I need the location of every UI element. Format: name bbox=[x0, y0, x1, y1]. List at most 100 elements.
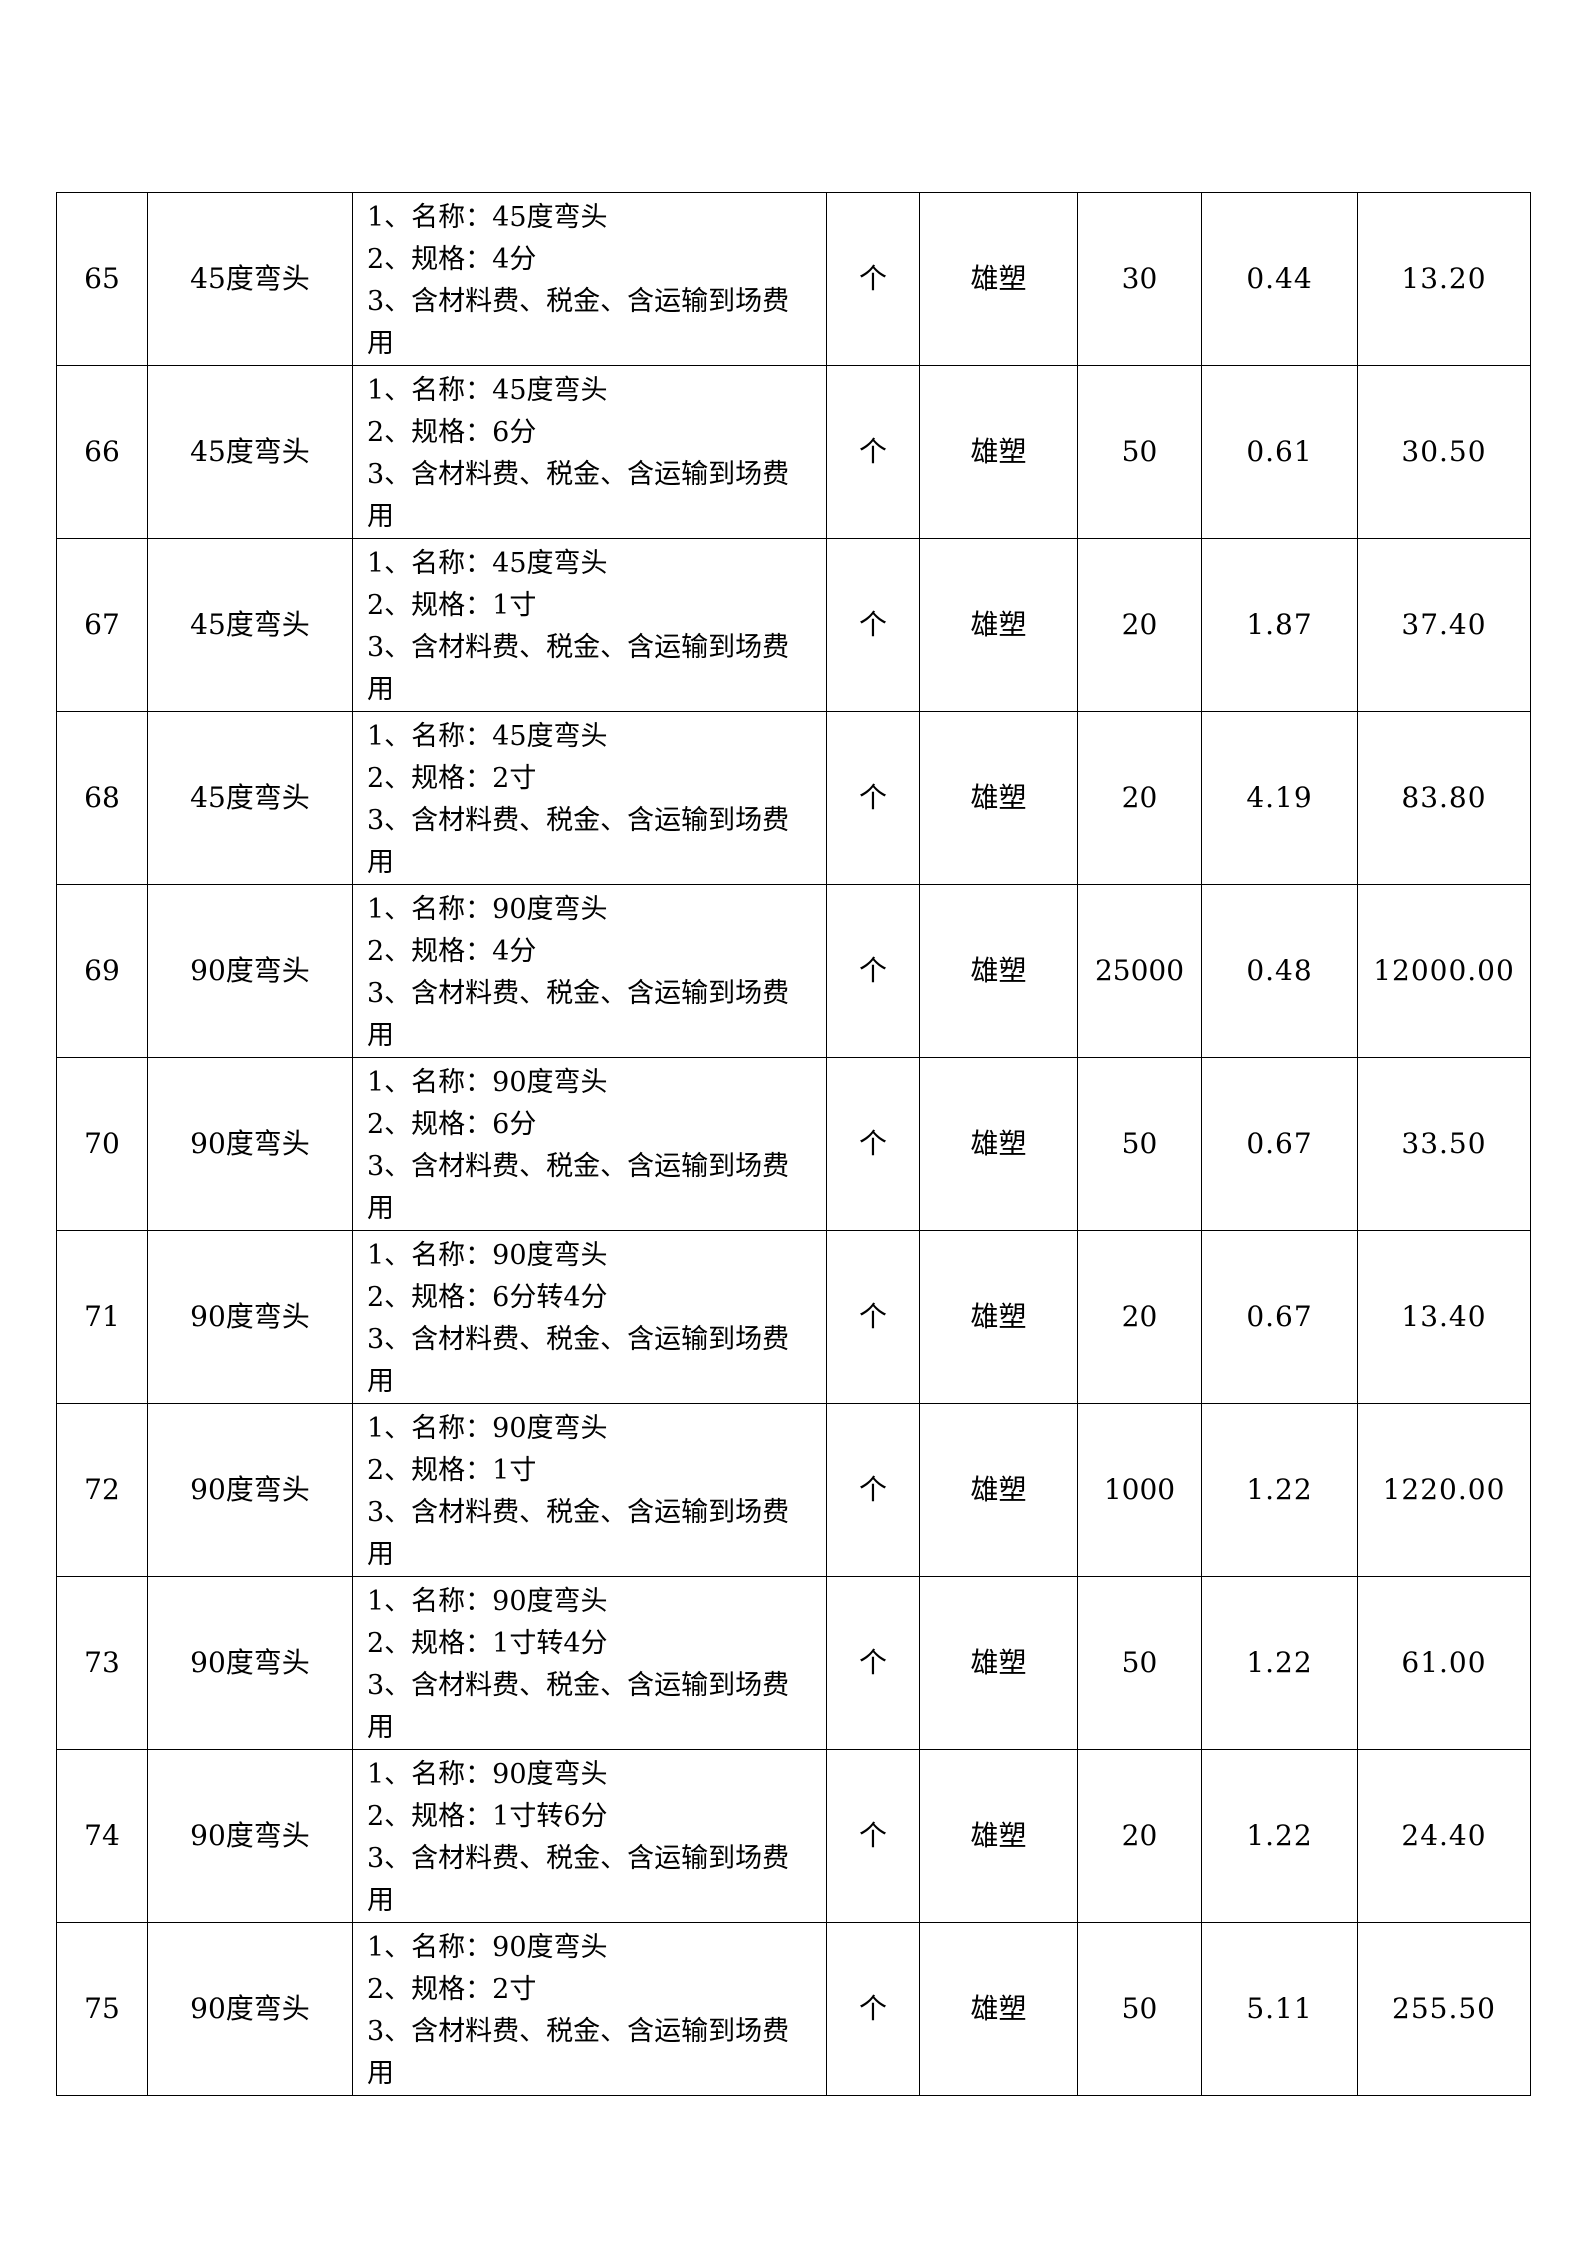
description-line: 用 bbox=[367, 1712, 394, 1743]
description-line: 用 bbox=[367, 847, 394, 878]
description-line: 3、含材料费、税金、含运输到场费 bbox=[367, 805, 790, 836]
description-line: 2、规格：2寸 bbox=[367, 763, 537, 794]
item-description-cell: 1、名称：45度弯头 2、规格：4分 3、含材料费、税金、含运输到场费用 bbox=[352, 192, 827, 366]
item-unit-cell: 个 bbox=[826, 1576, 920, 1750]
item-brand-cell: 雄塑 bbox=[919, 1403, 1078, 1577]
item-unit-cell: 个 bbox=[826, 884, 920, 1058]
table-row: 69 90度弯头 1、名称：90度弯头 2、规格：4分 3、含材料费、税金、含运输到场费… bbox=[56, 884, 1531, 1058]
description-line: 用 bbox=[367, 1366, 394, 1397]
description-line: 1、名称：90度弯头 bbox=[367, 894, 608, 925]
bill-of-quantities-table: 65 45度弯头 1、名称：45度弯头 2、规格：4分 3、含材料费、税金、含运输到场费… bbox=[56, 192, 1531, 2096]
item-brand-cell: 雄塑 bbox=[919, 884, 1078, 1058]
description-line: 3、含材料费、税金、含运输到场费 bbox=[367, 1497, 790, 1528]
item-unit-price-cell: 1.22 bbox=[1201, 1403, 1358, 1577]
item-number-cell: 73 bbox=[56, 1576, 148, 1750]
description-line: 1、名称：45度弯头 bbox=[367, 202, 608, 233]
item-unit-cell: 个 bbox=[826, 192, 920, 366]
description-line: 用 bbox=[367, 1539, 394, 1570]
item-total-cell: 37.40 bbox=[1357, 538, 1531, 712]
item-description-cell: 1、名称：90度弯头 2、规格：4分 3、含材料费、税金、含运输到场费用 bbox=[352, 884, 827, 1058]
description-line: 2、规格：1寸转4分 bbox=[367, 1628, 608, 1659]
item-brand-cell: 雄塑 bbox=[919, 1576, 1078, 1750]
item-brand-cell: 雄塑 bbox=[919, 1749, 1078, 1923]
description-line: 3、含材料费、税金、含运输到场费 bbox=[367, 2016, 790, 2047]
description-line: 用 bbox=[367, 2058, 394, 2089]
description-line: 2、规格：1寸转6分 bbox=[367, 1801, 608, 1832]
item-unit-price-cell: 0.48 bbox=[1201, 884, 1358, 1058]
item-total-cell: 13.20 bbox=[1357, 192, 1531, 366]
description-line: 1、名称：90度弯头 bbox=[367, 1067, 608, 1098]
item-description-cell: 1、名称：45度弯头 2、规格：2寸 3、含材料费、税金、含运输到场费用 bbox=[352, 711, 827, 885]
table-row: 67 45度弯头 1、名称：45度弯头 2、规格：1寸 3、含材料费、税金、含运输到场费… bbox=[56, 538, 1531, 712]
description-line: 用 bbox=[367, 1193, 394, 1224]
item-unit-cell: 个 bbox=[826, 538, 920, 712]
item-quantity-cell: 20 bbox=[1077, 711, 1202, 885]
item-unit-cell: 个 bbox=[826, 1057, 920, 1231]
description-line: 用 bbox=[367, 1020, 394, 1051]
description-line: 3、含材料费、税金、含运输到场费 bbox=[367, 1670, 790, 1701]
description-line: 3、含材料费、税金、含运输到场费 bbox=[367, 632, 790, 663]
description-line: 3、含材料费、税金、含运输到场费 bbox=[367, 459, 790, 490]
item-brand-cell: 雄塑 bbox=[919, 538, 1078, 712]
item-total-cell: 33.50 bbox=[1357, 1057, 1531, 1231]
description-line: 2、规格：6分转4分 bbox=[367, 1282, 608, 1313]
item-name-cell: 90度弯头 bbox=[147, 1403, 353, 1577]
item-unit-price-cell: 0.44 bbox=[1201, 192, 1358, 366]
item-number-cell: 66 bbox=[56, 365, 148, 539]
description-line: 3、含材料费、税金、含运输到场费 bbox=[367, 1324, 790, 1355]
item-brand-cell: 雄塑 bbox=[919, 1230, 1078, 1404]
description-line: 2、规格：1寸 bbox=[367, 1455, 537, 1486]
description-line: 用 bbox=[367, 674, 394, 705]
description-line: 3、含材料费、税金、含运输到场费 bbox=[367, 286, 790, 317]
item-name-cell: 90度弯头 bbox=[147, 1057, 353, 1231]
description-line: 1、名称：90度弯头 bbox=[367, 1240, 608, 1271]
item-unit-cell: 个 bbox=[826, 1230, 920, 1404]
item-quantity-cell: 20 bbox=[1077, 1230, 1202, 1404]
item-brand-cell: 雄塑 bbox=[919, 192, 1078, 366]
description-line: 1、名称：45度弯头 bbox=[367, 548, 608, 579]
item-total-cell: 13.40 bbox=[1357, 1230, 1531, 1404]
item-unit-price-cell: 1.22 bbox=[1201, 1576, 1358, 1750]
description-line: 用 bbox=[367, 1885, 394, 1916]
item-unit-cell: 个 bbox=[826, 1403, 920, 1577]
item-description-cell: 1、名称：90度弯头 2、规格：1寸 3、含材料费、税金、含运输到场费用 bbox=[352, 1403, 827, 1577]
table-row: 68 45度弯头 1、名称：45度弯头 2、规格：2寸 3、含材料费、税金、含运输到场费… bbox=[56, 711, 1531, 885]
item-quantity-cell: 20 bbox=[1077, 538, 1202, 712]
item-name-cell: 90度弯头 bbox=[147, 884, 353, 1058]
item-number-cell: 72 bbox=[56, 1403, 148, 1577]
table-row: 65 45度弯头 1、名称：45度弯头 2、规格：4分 3、含材料费、税金、含运输到场费… bbox=[56, 192, 1531, 366]
item-name-cell: 45度弯头 bbox=[147, 538, 353, 712]
item-total-cell: 255.50 bbox=[1357, 1922, 1531, 2096]
table-row: 74 90度弯头 1、名称：90度弯头 2、规格：1寸转6分 3、含材料费、税金、含运输… bbox=[56, 1749, 1531, 1923]
item-number-cell: 70 bbox=[56, 1057, 148, 1231]
item-unit-price-cell: 5.11 bbox=[1201, 1922, 1358, 2096]
item-description-cell: 1、名称：90度弯头 2、规格：6分 3、含材料费、税金、含运输到场费用 bbox=[352, 1057, 827, 1231]
table-row: 72 90度弯头 1、名称：90度弯头 2、规格：1寸 3、含材料费、税金、含运输到场费… bbox=[56, 1403, 1531, 1577]
item-name-cell: 45度弯头 bbox=[147, 711, 353, 885]
item-number-cell: 69 bbox=[56, 884, 148, 1058]
item-quantity-cell: 30 bbox=[1077, 192, 1202, 366]
table-row: 73 90度弯头 1、名称：90度弯头 2、规格：1寸转4分 3、含材料费、税金、含运输… bbox=[56, 1576, 1531, 1750]
item-quantity-cell: 50 bbox=[1077, 1576, 1202, 1750]
item-brand-cell: 雄塑 bbox=[919, 1922, 1078, 2096]
description-line: 1、名称：90度弯头 bbox=[367, 1759, 608, 1790]
item-name-cell: 45度弯头 bbox=[147, 192, 353, 366]
item-unit-cell: 个 bbox=[826, 1922, 920, 2096]
item-description-cell: 1、名称：90度弯头 2、规格：1寸转4分 3、含材料费、税金、含运输到场费用 bbox=[352, 1576, 827, 1750]
description-line: 2、规格：6分 bbox=[367, 417, 537, 448]
table-row: 66 45度弯头 1、名称：45度弯头 2、规格：6分 3、含材料费、税金、含运输到场费… bbox=[56, 365, 1531, 539]
table-row: 75 90度弯头 1、名称：90度弯头 2、规格：2寸 3、含材料费、税金、含运输到场费… bbox=[56, 1922, 1531, 2096]
item-quantity-cell: 20 bbox=[1077, 1749, 1202, 1923]
item-number-cell: 65 bbox=[56, 192, 148, 366]
description-line: 1、名称：90度弯头 bbox=[367, 1586, 608, 1617]
description-line: 1、名称：90度弯头 bbox=[367, 1932, 608, 1963]
description-line: 2、规格：4分 bbox=[367, 936, 537, 967]
item-quantity-cell: 50 bbox=[1077, 365, 1202, 539]
description-line: 3、含材料费、税金、含运输到场费 bbox=[367, 1151, 790, 1182]
item-quantity-cell: 50 bbox=[1077, 1057, 1202, 1231]
item-unit-price-cell: 1.22 bbox=[1201, 1749, 1358, 1923]
description-line: 2、规格：1寸 bbox=[367, 590, 537, 621]
item-name-cell: 90度弯头 bbox=[147, 1922, 353, 2096]
item-total-cell: 1220.00 bbox=[1357, 1403, 1531, 1577]
item-number-cell: 67 bbox=[56, 538, 148, 712]
